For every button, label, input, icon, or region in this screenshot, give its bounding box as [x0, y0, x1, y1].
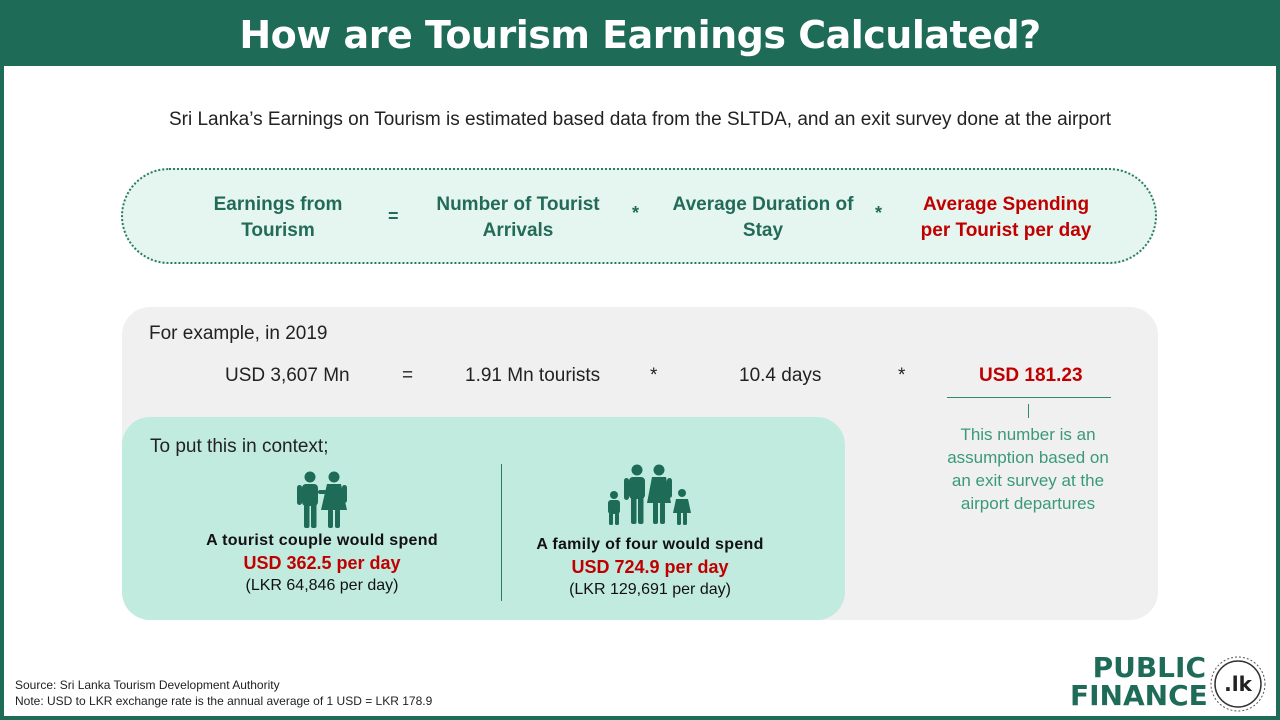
example-tourists: 1.91 Mn tourists: [465, 365, 601, 386]
family-icon: [608, 464, 691, 525]
formula-spending-line1: Average Spending: [922, 194, 1090, 215]
footnote-text: Note: USD to LKR exchange rate is the an…: [15, 694, 433, 708]
spending-connector: [1028, 404, 1029, 418]
context-panel: [122, 417, 845, 620]
formula-arrivals-line2: Arrivals: [482, 220, 554, 241]
example-label: For example, in 2019: [149, 323, 328, 344]
note-line2: assumption based on: [947, 448, 1109, 467]
brand-badge-text: .lk: [1224, 672, 1252, 696]
example-multiply-2: *: [898, 365, 906, 386]
formula-spending-line2: per Tourist per day: [920, 220, 1092, 241]
formula-duration-line1: Average Duration of: [672, 194, 854, 215]
example-days: 10.4 days: [739, 365, 822, 386]
family-line1: A family of four would spend: [536, 536, 764, 553]
family-usd: USD 724.9 per day: [571, 557, 729, 577]
formula-duration: Average Duration of Stay: [653, 192, 873, 244]
formula-earnings: Earnings from Tourism: [183, 192, 373, 244]
note-line4: airport departures: [960, 494, 1096, 513]
couple-usd: USD 362.5 per day: [243, 553, 401, 573]
family-spend: A family of four would spend USD 724.9 p…: [520, 536, 780, 599]
formula-arrivals: Number of Tourist Arrivals: [413, 192, 623, 244]
formula-equals: =: [388, 206, 399, 226]
example-spending: USD 181.23: [979, 365, 1083, 386]
context-divider: [501, 464, 502, 601]
formula-duration-line2: Stay: [742, 220, 784, 241]
family-lkr: (LKR 129,691 per day): [569, 581, 731, 598]
couple-spend: A tourist couple would spend USD 362.5 p…: [190, 532, 454, 595]
brand-wordmark: PUBLIC FINANCE: [1070, 651, 1208, 712]
example-equals: =: [402, 365, 414, 386]
page-title: How are Tourism Earnings Calculated?: [239, 13, 1041, 57]
source-text: Source: Sri Lanka Tourism Development Au…: [15, 678, 280, 692]
formula-arrivals-line1: Number of Tourist: [436, 194, 600, 215]
couple-icon: [297, 471, 347, 528]
formula-multiply-2: *: [875, 203, 883, 223]
brand-badge-icon: .lk: [1210, 656, 1266, 712]
formula-earnings-line2: Tourism: [241, 220, 315, 241]
formula-box: Earnings from Tourism = Number of Touris…: [121, 168, 1157, 264]
formula-earnings-line1: Earnings from: [213, 194, 343, 215]
formula-multiply-1: *: [632, 203, 640, 223]
intro-text: Sri Lanka’s Earnings on Tourism is estim…: [168, 109, 1112, 130]
context-label: To put this in context;: [150, 436, 329, 457]
spending-note: This number is an assumption based on an…: [930, 423, 1126, 515]
example-multiply-1: *: [650, 365, 658, 386]
brand-line2: FINANCE: [1070, 679, 1208, 712]
note-line1: This number is an: [960, 425, 1096, 444]
couple-lkr: (LKR 64,846 per day): [245, 577, 399, 594]
spending-underline: [947, 397, 1111, 398]
example-earnings: USD 3,607 Mn: [225, 365, 350, 386]
brand-line1: PUBLIC: [1092, 651, 1206, 684]
formula-spending: Average Spending per Tourist per day: [893, 192, 1119, 244]
note-line3: an exit survey at the: [951, 471, 1105, 490]
couple-line1: A tourist couple would spend: [206, 532, 438, 549]
